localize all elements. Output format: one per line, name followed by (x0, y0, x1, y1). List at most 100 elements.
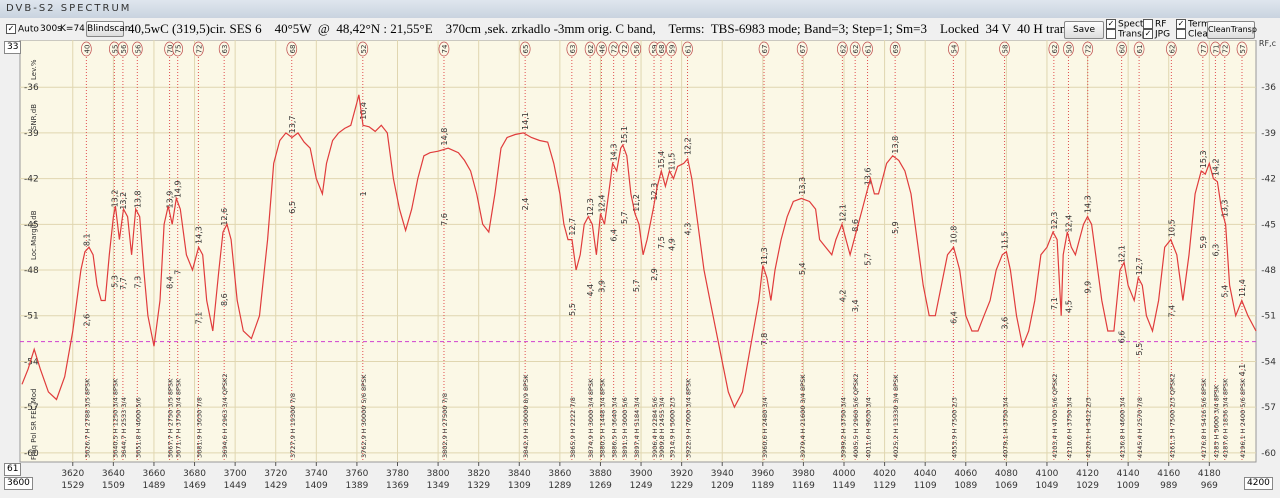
x-tick-if-label: 1369 (386, 481, 409, 491)
rf-checkbox[interactable]: RF (1143, 19, 1166, 30)
transponder-id: 70 (167, 45, 175, 54)
transponder-id: 63 (569, 45, 577, 54)
transponder-label: 4120,1 H 5412 2/3 (1085, 397, 1093, 458)
transponder-label: 4183 H 5000 3/4 8PSK (1212, 384, 1220, 458)
x-from-input[interactable]: 3600 (4, 477, 33, 490)
auto-checkbox[interactable]: ✓ Auto (6, 24, 39, 35)
blindscan-button[interactable]: Blindscan (86, 21, 130, 37)
rf-label: RF (1155, 19, 1167, 30)
transponder-cn: 12,4 (597, 195, 606, 213)
transponder-cn: 8,1 (82, 233, 91, 246)
jpg-label: JPG (1155, 29, 1171, 40)
x-tick-label: 4040 (914, 469, 937, 479)
y-top-input[interactable]: 33 (4, 41, 22, 54)
transponder-badge (193, 41, 204, 57)
spectrum-line (21, 94, 1257, 409)
transponder-id: 58 (1002, 45, 1010, 54)
transponder-cn: 13,9 (166, 191, 175, 209)
transponder-cn: 14,3 (194, 226, 203, 244)
transponder-cn: 10,5 (1167, 219, 1176, 237)
period: 300s (40, 24, 62, 34)
transponder-label: 3667,7 H 2750 3/5 8PSK (167, 378, 175, 458)
side-label: Freq Pol SR FEC Mod (30, 388, 38, 460)
clean-transp-button[interactable]: CleanTransp (1207, 21, 1257, 39)
transponder-id: 72 (611, 45, 619, 54)
x-tick-if-label: 1469 (183, 481, 206, 491)
transponder-cn: 12,3 (1050, 212, 1059, 230)
x-tick-label: 4060 (954, 469, 977, 479)
transponder-label: 3681,9 H 3030 7/8 (195, 397, 203, 458)
transponder-margin: 3,9 (597, 280, 606, 293)
side-label: Loc.Margin,dB (30, 210, 38, 260)
transponder-id: 67 (761, 45, 769, 54)
y-tick-label-right: -54 (1261, 357, 1276, 367)
title-bar: DVB-S2 SPECTRUM (0, 0, 1280, 18)
x-tick-if-label: 1329 (467, 481, 490, 491)
x-tick-if-label: 1289 (548, 481, 571, 491)
side-label: Lev.% (30, 59, 38, 80)
transponder-id: 72 (1222, 45, 1230, 54)
y-tick-label: -36 (24, 83, 39, 93)
x-tick-label: 3700 (224, 469, 247, 479)
transponder-cn: 13,8 (891, 136, 900, 154)
spectr-checkbox[interactable]: ✓ Spectr (1106, 19, 1148, 30)
x-to-input[interactable]: 4200 (1244, 477, 1273, 490)
transponder-badge (665, 41, 677, 57)
transponder-id: 62 (852, 45, 860, 54)
info-text: 40,5wC (319,5)cir. SES 6 40°5W @ 48,42°N… (128, 21, 1082, 36)
transponder-badge (1219, 41, 1231, 57)
transponder-badge (1116, 41, 1127, 57)
transponder-label: 3909,8 H 2455 3/4 (658, 397, 666, 458)
transponder-badge (1236, 41, 1248, 57)
y-tick-label: -54 (24, 357, 39, 367)
y-tick-label-right: -51 (1261, 312, 1276, 322)
transponder-margin: 2,9 (650, 268, 659, 281)
transponder-id: 56 (120, 44, 128, 53)
transponder-margin: 5,5 (1135, 343, 1144, 356)
terms-checkbox[interactable]: ✓ Terms (1176, 19, 1215, 30)
chart: -36 -36 -39 -39 -42 -42 -45 -45 -48 -48 -51 -51 -54 -… (0, 40, 1280, 498)
y-tick-label: -51 (24, 312, 39, 322)
transponder-cn: 10,4 (359, 102, 368, 120)
y-tick-label-right: -60 (1261, 449, 1276, 459)
transponder-id: 68 (658, 45, 666, 54)
transponder-badge (1133, 41, 1145, 57)
transponder-label: 3865,9 H 2222 7/8 (569, 397, 577, 458)
transponder-id: 56 (633, 44, 641, 53)
transponder-margin: 4,4 (586, 284, 595, 297)
transponder-badge (889, 41, 901, 57)
transponder-id: 61 (685, 45, 693, 54)
x-tick-label: 4100 (1036, 469, 1059, 479)
transponder-id: 59 (651, 45, 659, 54)
transponder-label: 3886,5 H 3640 3/4 (611, 397, 619, 458)
transponder-cn: 14,2 (1211, 158, 1220, 176)
transponder-margin: 8,4 (166, 276, 175, 289)
y-bottom-input[interactable]: 61 (4, 463, 22, 476)
transponder-label: 4145,4 H 2570 7/8 (1136, 397, 1144, 458)
transponder-id: 77 (1200, 45, 1208, 54)
transponder-cn: 12,1 (838, 204, 847, 222)
transp-checkbox[interactable]: Transp. (1106, 29, 1150, 40)
x-tick-if-label: 989 (1160, 481, 1177, 491)
transponder-cn: 15,3 (1199, 150, 1208, 168)
transponder-cn: 11,5 (667, 153, 676, 171)
x-tick-if-label: 1209 (711, 481, 734, 491)
clean-checkbox[interactable]: Clean (1176, 29, 1214, 40)
transponder-cn: 13,2 (119, 192, 128, 210)
transponder-label: 3960,6 H 2480 3/4 (761, 397, 769, 458)
transponder-cn: 11,2 (632, 194, 641, 212)
jpg-checkbox[interactable]: ✓ JPG (1143, 29, 1171, 40)
transponder-badge (286, 41, 298, 57)
transponder-id: 69 (892, 45, 900, 54)
transponder-label: 3626,7 H 2788 3/5 8PSK (83, 378, 91, 458)
transponder-badge (849, 41, 861, 57)
k-value: K=74 (60, 24, 85, 34)
x-tick-label: 3660 (142, 469, 165, 479)
transponder-margin: 4,5 (1064, 300, 1073, 313)
transponder-margin: 4,1 (1238, 364, 1247, 377)
terms-label: Terms (1188, 19, 1215, 30)
transponder-id: 62 (839, 45, 847, 54)
transponder-cn: 14,3 (610, 143, 619, 161)
transponder-margin: 5,7 (864, 253, 873, 266)
save-button[interactable]: Save (1064, 21, 1104, 39)
